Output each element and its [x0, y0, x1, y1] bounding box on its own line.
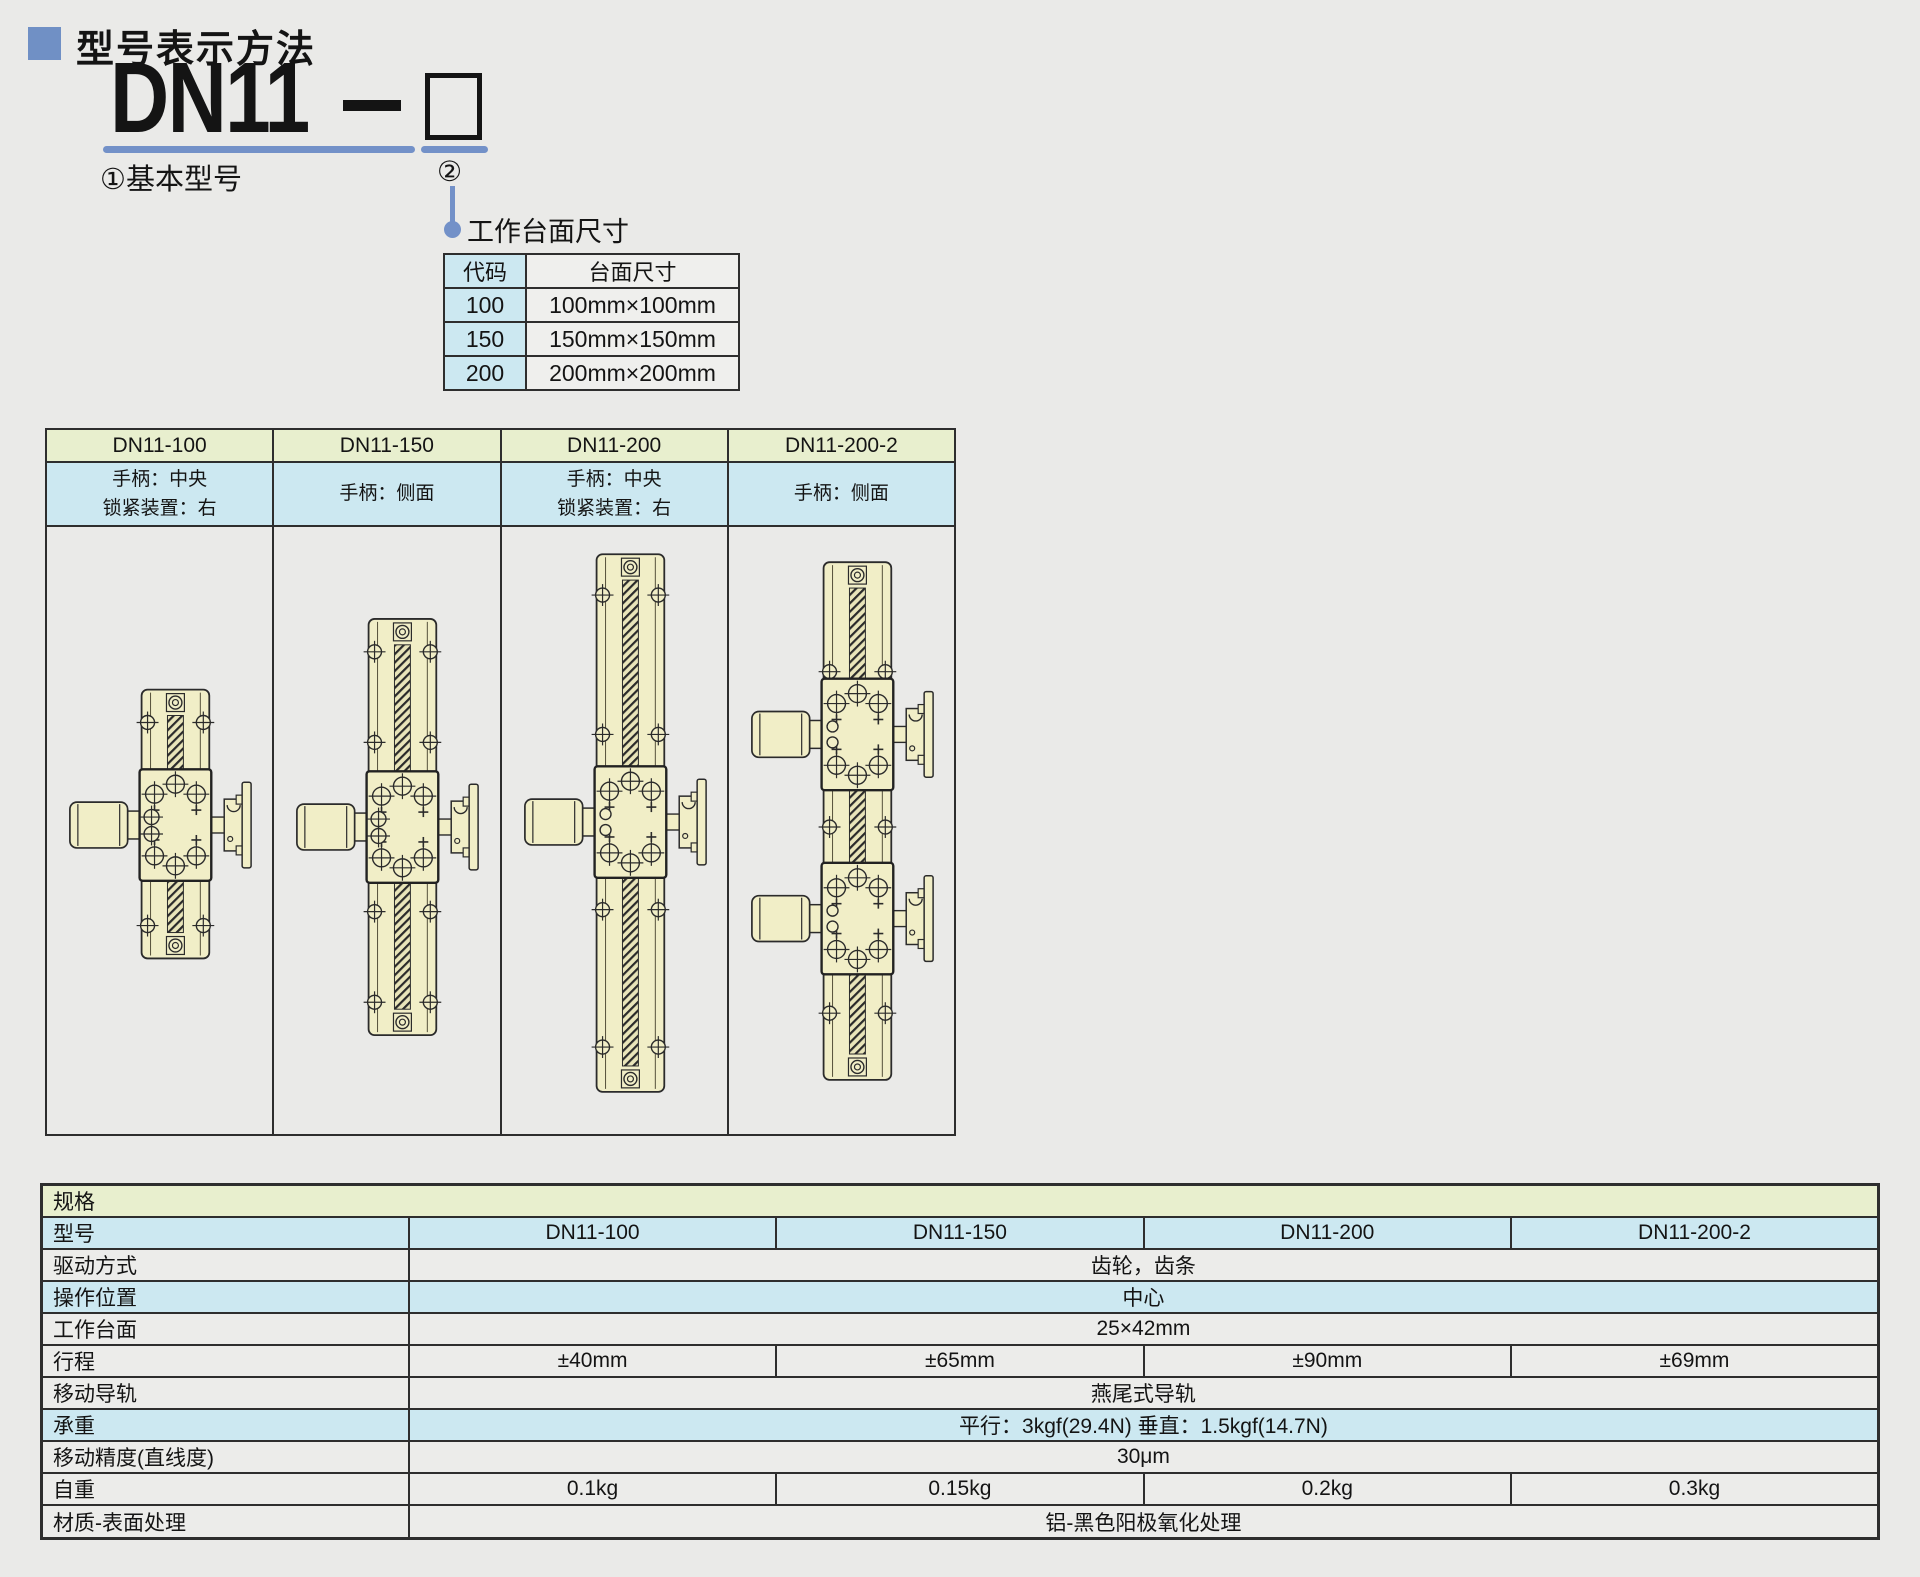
handle-position-label: 手柄：中央 [566, 468, 662, 490]
spec-value: 0.2kg [1142, 1472, 1512, 1506]
model-code-base: DN11 [110, 42, 310, 154]
handle-position-label: 手柄：中央 [112, 468, 208, 490]
underline-suffix [421, 146, 488, 153]
spec-value: 铝-黑色阳极氧化处理 [407, 1504, 1880, 1540]
spec-value: 平行：3kgf(29.4N) 垂直：1.5kgf(14.7N) [407, 1408, 1880, 1442]
drawing-col-model: DN11-200 [499, 428, 729, 463]
spec-value: ±90mm [1142, 1344, 1512, 1378]
spec-label: 行程 [40, 1344, 410, 1378]
table-row: 200 200mm×200mm [443, 355, 740, 391]
spec-value: ±69mm [1509, 1344, 1880, 1378]
table-row: 150 150mm×150mm [443, 321, 740, 357]
table-row: 材质-表面处理 铝-黑色阳极氧化处理 [40, 1504, 1880, 1540]
stage-drawing-dn11-200-2 [726, 525, 957, 1136]
size-code-table: 代码 台面尺寸 100 100mm×100mm 150 150mm×150mm … [443, 253, 740, 391]
spec-value: ±65mm [775, 1344, 1145, 1378]
table-row: 移动导轨 燕尾式导轨 [40, 1376, 1880, 1410]
table-row: 工作台面 25×42mm [40, 1312, 1880, 1346]
model-code-placeholder-box [425, 73, 482, 140]
lock-position-label: 锁紧装置：右 [557, 498, 672, 519]
spec-label: 材质-表面处理 [40, 1504, 410, 1540]
spec-section-title: 规格 [40, 1183, 1880, 1218]
table-row: 型号 DN11-100 DN11-150 DN11-200 DN11-200-2 [40, 1216, 1880, 1250]
spec-value: 燕尾式导轨 [407, 1376, 1880, 1410]
pointer-line [450, 186, 455, 228]
specification-table: 规格 型号 DN11-100 DN11-150 DN11-200 DN11-20… [40, 1183, 1880, 1540]
spec-value: ±40mm [407, 1344, 778, 1378]
worktable-size-label: 工作台面尺寸 [467, 217, 629, 247]
size-code-cell: 200 [443, 355, 527, 391]
spec-label: 移动精度(直线度) [40, 1440, 410, 1474]
stage-drawing-dn11-200 [499, 525, 729, 1136]
model-code-dash [343, 100, 401, 111]
section-title: 型号表示方法 [76, 29, 317, 71]
spec-value: DN11-200-2 [1509, 1216, 1880, 1250]
lock-position-label: 锁紧装置：右 [102, 498, 217, 519]
size-table-header-size: 台面尺寸 [525, 253, 740, 289]
spec-label: 型号 [40, 1216, 410, 1250]
table-row: 驱动方式 齿轮，齿条 [40, 1248, 1880, 1282]
handle-position-label: 手柄：侧面 [339, 483, 435, 505]
pointer-dot [444, 221, 461, 238]
label-base-model: ①基本型号 [100, 164, 242, 196]
drawing-col-config: 手柄：中央 锁紧装置：右 [44, 461, 275, 527]
table-row: 行程 ±40mm ±65mm ±90mm ±69mm [40, 1344, 1880, 1378]
spec-label: 承重 [40, 1408, 410, 1442]
drawing-col-config: 手柄：中央 锁紧装置：右 [499, 461, 729, 527]
size-value-cell: 150mm×150mm [525, 321, 740, 357]
underline-base-model [103, 146, 415, 153]
spec-value: DN11-150 [775, 1216, 1145, 1250]
drawing-col-config: 手柄：侧面 [272, 461, 502, 527]
spec-value: 齿轮，齿条 [407, 1248, 1880, 1282]
section-bullet-icon [28, 27, 61, 60]
handle-position-label: 手柄：侧面 [793, 483, 889, 505]
table-row: 移动精度(直线度) 30μm [40, 1440, 1880, 1474]
drawing-col-model: DN11-100 [44, 428, 275, 463]
spec-value: 0.3kg [1509, 1472, 1880, 1506]
spec-label: 驱动方式 [40, 1248, 410, 1282]
spec-value: 0.1kg [407, 1472, 778, 1506]
spec-value: DN11-100 [407, 1216, 778, 1250]
spec-value: 30μm [407, 1440, 1880, 1474]
size-code-cell: 100 [443, 287, 527, 323]
spec-label: 操作位置 [40, 1280, 410, 1314]
label-suffix-number: ② [437, 156, 463, 187]
spec-value: 25×42mm [407, 1312, 1880, 1346]
table-row: 承重 平行：3kgf(29.4N) 垂直：1.5kgf(14.7N) [40, 1408, 1880, 1442]
size-value-cell: 200mm×200mm [525, 355, 740, 391]
drawing-col-model: DN11-200-2 [726, 428, 957, 463]
table-row: 100 100mm×100mm [443, 287, 740, 323]
table-row: 操作位置 中心 [40, 1280, 1880, 1314]
table-row: 自重 0.1kg 0.15kg 0.2kg 0.3kg [40, 1472, 1880, 1506]
spec-label: 自重 [40, 1472, 410, 1506]
stage-drawing-dn11-150 [272, 525, 502, 1136]
spec-label: 工作台面 [40, 1312, 410, 1346]
drawing-col-config: 手柄：侧面 [726, 461, 957, 527]
stage-drawing-dn11-100 [44, 525, 275, 1136]
spec-value: 0.15kg [775, 1472, 1145, 1506]
size-code-cell: 150 [443, 321, 527, 357]
spec-value: 中心 [407, 1280, 1880, 1314]
spec-value: DN11-200 [1142, 1216, 1512, 1250]
drawing-col-model: DN11-150 [272, 428, 502, 463]
spec-label: 移动导轨 [40, 1376, 410, 1410]
model-drawing-table: DN11-100 DN11-150 DN11-200 DN11-200-2 手柄… [44, 428, 957, 1136]
size-value-cell: 100mm×100mm [525, 287, 740, 323]
size-table-header-code: 代码 [443, 253, 527, 289]
